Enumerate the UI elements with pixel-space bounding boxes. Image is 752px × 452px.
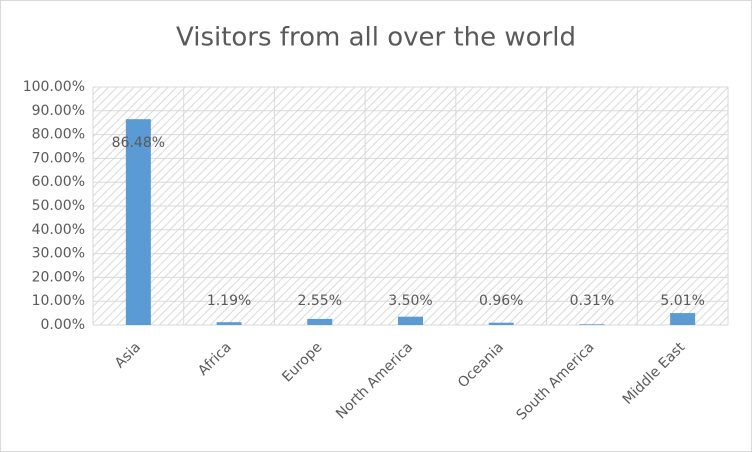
y-tick-label: 20.00% — [32, 269, 85, 285]
bar — [307, 318, 333, 325]
y-tick-label: 40.00% — [32, 222, 85, 238]
bar — [398, 316, 423, 325]
value-label: 86.48% — [112, 135, 165, 151]
y-tick-label: 50.00% — [32, 198, 85, 214]
bar — [488, 322, 514, 325]
y-tick-label: 80.00% — [32, 127, 85, 143]
y-tick-label: 90.00% — [32, 103, 85, 119]
value-label: 0.96% — [479, 293, 523, 309]
value-label: 3.50% — [388, 293, 432, 309]
y-tick-label: 60.00% — [32, 174, 85, 190]
chart-title: Visitors from all over the world — [176, 23, 576, 53]
value-label: 5.01% — [660, 293, 704, 309]
y-tick-label: 0.00% — [41, 317, 85, 333]
bar — [579, 324, 605, 325]
bar — [216, 322, 242, 325]
value-label: 0.31% — [570, 293, 614, 309]
y-tick-label: 100.00% — [23, 79, 85, 95]
y-tick-label: 10.00% — [32, 293, 85, 309]
y-tick-label: 30.00% — [32, 246, 85, 262]
y-tick-label: 70.00% — [32, 150, 85, 166]
value-label: 1.19% — [207, 293, 251, 309]
bar — [670, 313, 696, 325]
bar — [125, 119, 151, 325]
value-label: 2.55% — [298, 293, 342, 309]
